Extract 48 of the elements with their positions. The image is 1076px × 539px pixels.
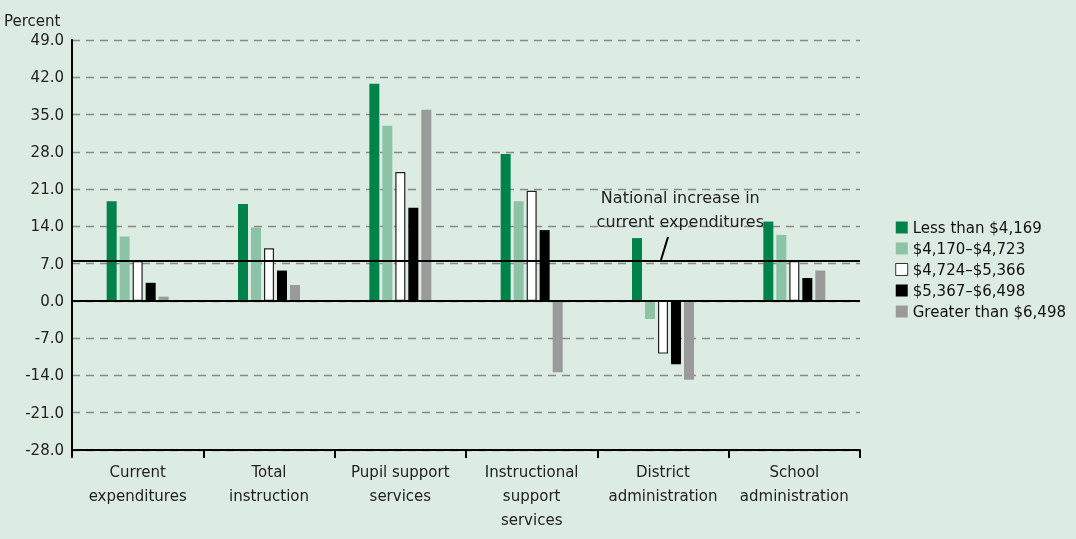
legend-label: $5,367–$6,498 bbox=[912, 281, 1026, 300]
y-tick-label: 7.0 bbox=[40, 254, 64, 273]
y-tick-label: 35.0 bbox=[30, 105, 64, 124]
legend-label: Greater than $6,498 bbox=[912, 302, 1067, 321]
bar bbox=[382, 125, 393, 301]
bar bbox=[645, 300, 655, 320]
bar bbox=[132, 260, 143, 301]
bar bbox=[789, 260, 800, 301]
y-tick-label: -21.0 bbox=[25, 403, 64, 422]
bar bbox=[658, 300, 668, 354]
bar bbox=[290, 284, 300, 301]
y-axis-title: Percent bbox=[4, 11, 61, 30]
y-tick-label: -28.0 bbox=[25, 441, 64, 459]
y-tick-label: -14.0 bbox=[25, 366, 64, 385]
legend-label: $4,170–$4,723 bbox=[912, 239, 1026, 258]
legend-label: $4,724–$5,366 bbox=[912, 260, 1026, 279]
y-tick-label: 14.0 bbox=[30, 217, 64, 236]
bar bbox=[264, 248, 274, 301]
legend-label: Less than $4,169 bbox=[912, 218, 1042, 237]
y-tick-label: 49.0 bbox=[30, 31, 64, 49]
bar bbox=[395, 172, 406, 301]
bar bbox=[776, 234, 787, 301]
bar bbox=[552, 300, 563, 373]
bar bbox=[513, 201, 524, 301]
bar bbox=[632, 238, 642, 301]
y-tick-label: 42.0 bbox=[30, 68, 64, 87]
bar bbox=[815, 270, 826, 301]
bar bbox=[684, 300, 694, 380]
y-tick-label: 28.0 bbox=[30, 142, 64, 161]
bar bbox=[763, 221, 774, 301]
bar bbox=[251, 227, 261, 301]
ref-line-label: National increase in current expenditures bbox=[596, 188, 764, 232]
x-tick-label: School administration bbox=[739, 463, 849, 505]
bar bbox=[238, 204, 248, 301]
x-tick-label: Pupil support services bbox=[351, 463, 450, 505]
bar bbox=[119, 236, 130, 301]
bar bbox=[500, 153, 511, 301]
x-tick-label: Total instruction bbox=[228, 463, 310, 505]
x-tick-label: Instructional support services bbox=[484, 463, 579, 529]
bar bbox=[369, 83, 380, 301]
bar bbox=[526, 190, 537, 301]
y-tick-label: -7.0 bbox=[34, 329, 64, 348]
x-tick-label: Current expenditures bbox=[88, 463, 187, 505]
y-tick-label: 21.0 bbox=[30, 180, 64, 199]
y-tick-label: 0.0 bbox=[40, 291, 64, 310]
bar bbox=[106, 201, 117, 301]
bar bbox=[421, 109, 432, 301]
x-tick-label: District administration bbox=[608, 463, 718, 505]
